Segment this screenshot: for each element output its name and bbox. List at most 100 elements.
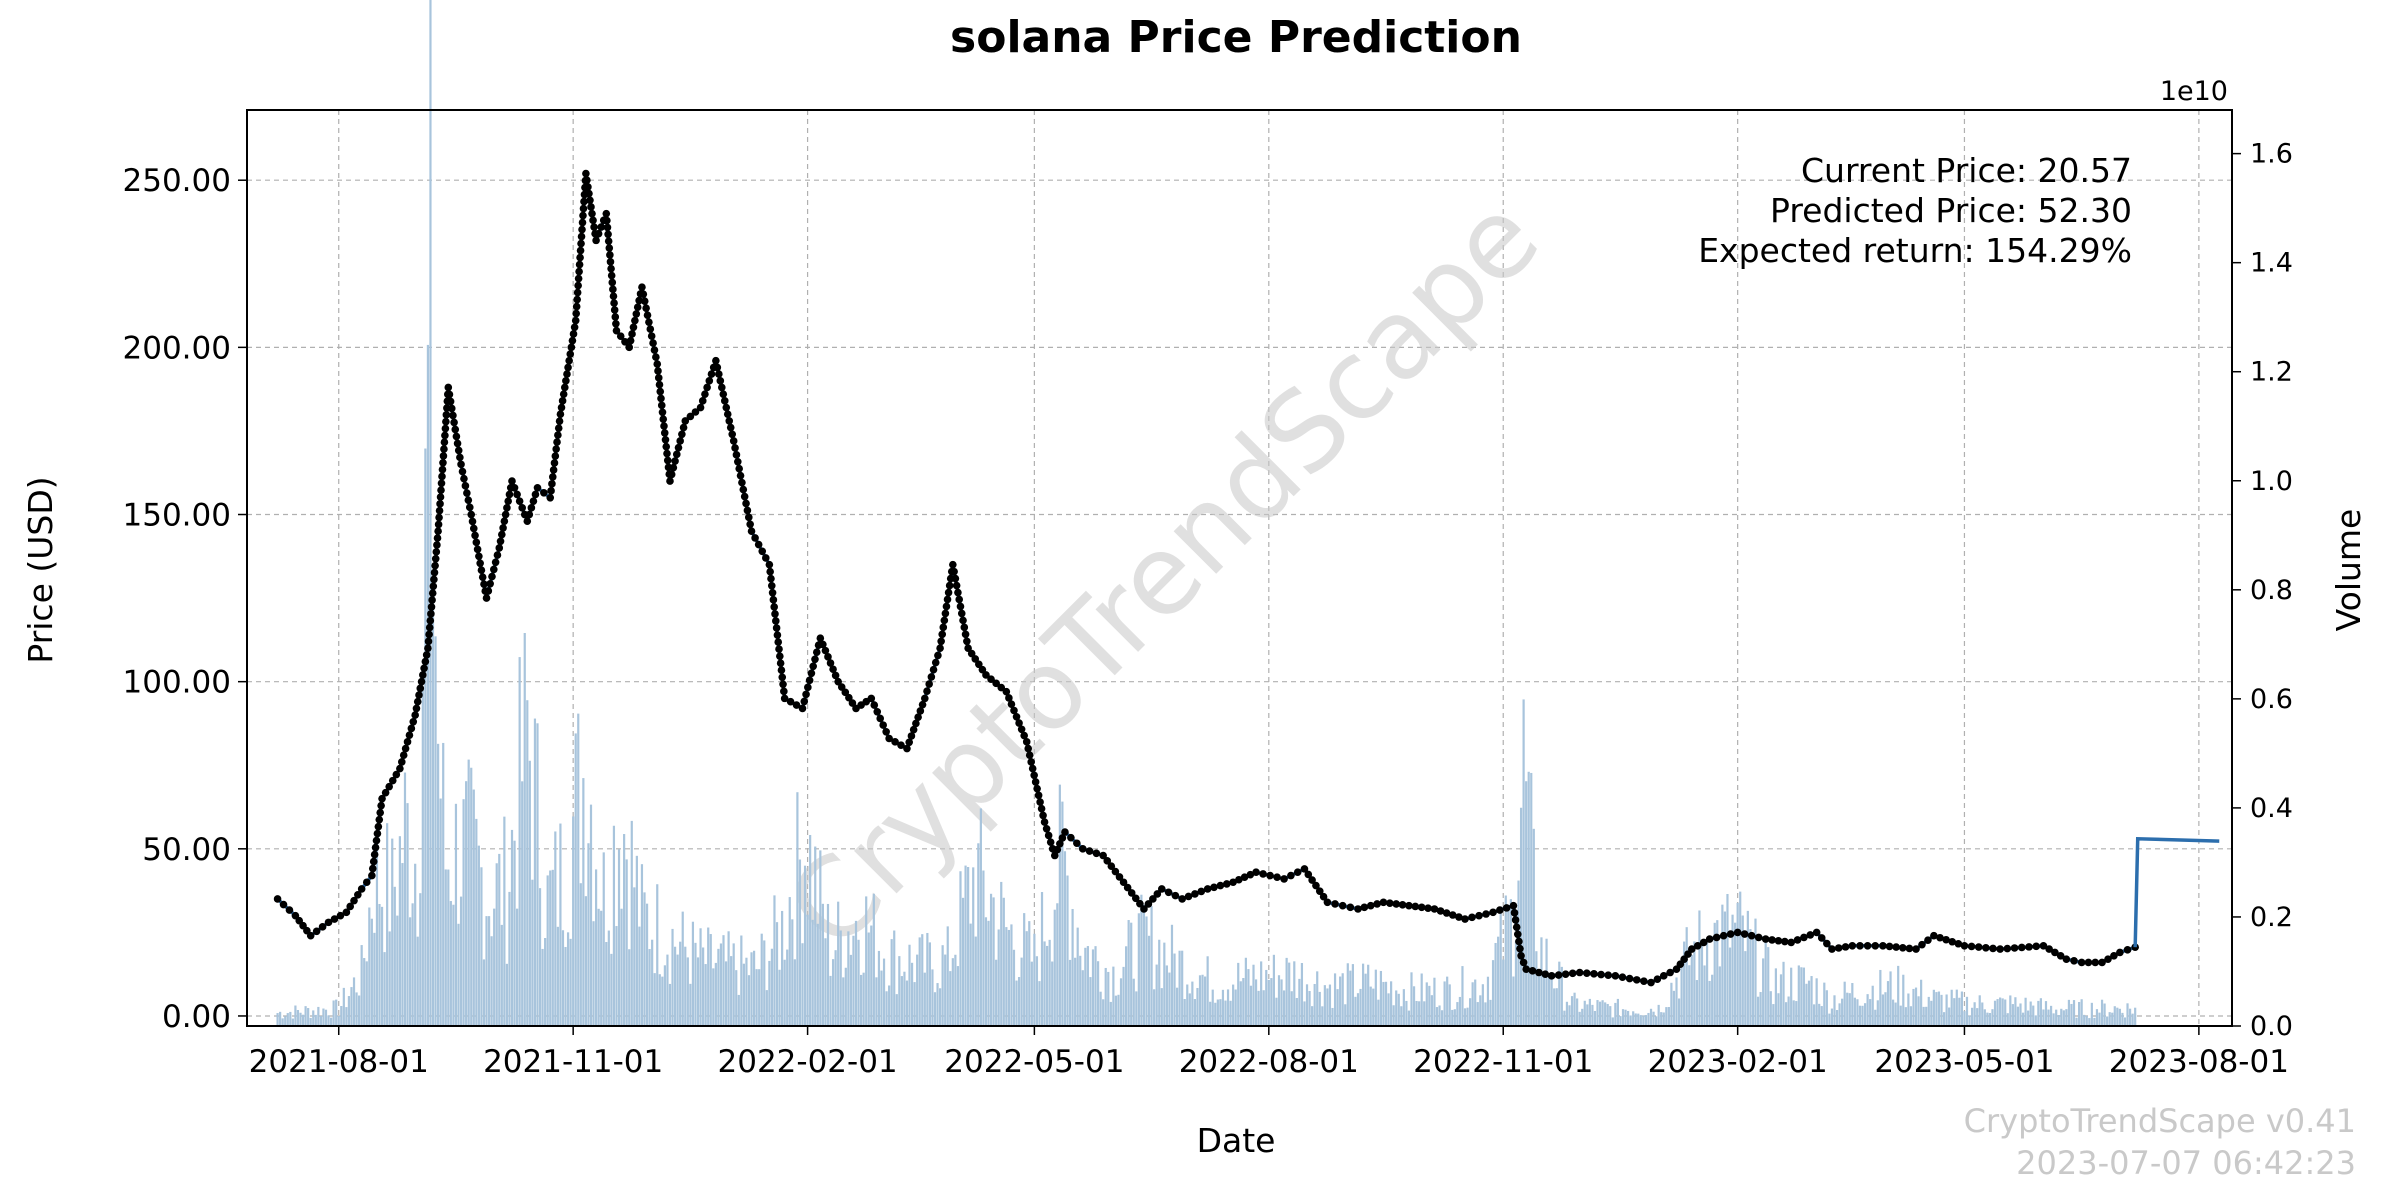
price-point [804, 683, 812, 692]
volume-bar [1749, 929, 1752, 1026]
volume-bar [1458, 996, 1462, 1026]
volume-bar [1764, 941, 1767, 1026]
price-point [415, 691, 423, 699]
volume-bar [1835, 1010, 1839, 1026]
volume-bar [640, 864, 644, 1026]
volume-bar [1716, 920, 1719, 1026]
volume-bar [1000, 881, 1003, 1026]
volume-bar [681, 911, 684, 1026]
price-point [945, 581, 954, 590]
price-point [571, 316, 580, 325]
volume-bar [1382, 981, 1385, 1026]
volume-bar [554, 831, 557, 1026]
x-axis: 2021-08-01 2021-11-01 2022-02-01 2022-05-01… [249, 1026, 2289, 1080]
volume-bar [1976, 1008, 1979, 1026]
volume-bar [1917, 996, 1920, 1026]
volume-bar [1051, 961, 1054, 1026]
price-point [663, 449, 671, 458]
volume-bar [1886, 981, 1890, 1026]
volume-bar [1576, 998, 1579, 1026]
price-point [2039, 941, 2048, 950]
volume-bar [783, 959, 786, 1026]
volume-bar [1759, 992, 1762, 1026]
volume-bar [1443, 981, 1446, 1026]
price-point [579, 211, 587, 220]
volume-bar [559, 823, 562, 1026]
price-point [705, 376, 714, 385]
volume-bar [289, 1011, 292, 1026]
volume-bar [1688, 965, 1691, 1026]
price-point [992, 679, 1000, 688]
price-point [1259, 870, 1267, 878]
volume-bar [1705, 940, 1709, 1026]
volume-bar [900, 976, 903, 1026]
volume-bar [1797, 965, 1800, 1026]
price-point [1203, 885, 1212, 893]
price-point [573, 288, 582, 297]
price-point [490, 565, 498, 574]
volume-bar [1639, 1015, 1642, 1026]
price-point [921, 694, 929, 703]
volume-bar [1525, 781, 1528, 1026]
price-point [529, 497, 538, 505]
volume-bar [383, 952, 386, 1026]
price-point [1541, 970, 1550, 978]
volume-bar [826, 903, 830, 1026]
price-point [955, 595, 964, 604]
volume-bar [421, 687, 424, 1026]
price-point [2070, 957, 2078, 965]
price-point [1323, 898, 1332, 907]
price-point [553, 438, 561, 446]
price-point [1042, 824, 1051, 833]
price-point [725, 417, 734, 425]
price-point [1513, 930, 1522, 939]
price-point [1468, 913, 1476, 922]
price-point [1002, 687, 1011, 696]
volume-bar [1739, 891, 1742, 1026]
price-point [1761, 935, 1770, 943]
price-point [1817, 934, 1826, 942]
price-point [762, 554, 770, 562]
volume-bar [880, 970, 883, 1026]
volume-bar [1540, 937, 1543, 1026]
price-point [743, 506, 752, 515]
price-point [1040, 818, 1049, 826]
price-point [273, 895, 282, 903]
price-point [707, 370, 716, 378]
volume-bar [987, 920, 990, 1026]
volume-bar [1609, 1006, 1612, 1026]
volume-bar [918, 937, 921, 1026]
volume-bar [1420, 973, 1423, 1026]
price-point [656, 387, 665, 396]
volume-bar [1140, 894, 1143, 1026]
price-point [385, 782, 393, 791]
price-point [442, 417, 450, 426]
volume-bar [1415, 1000, 1418, 1026]
volume-bar [1693, 941, 1696, 1026]
price-point [533, 483, 542, 492]
price-point [508, 477, 516, 485]
price-point [431, 554, 440, 563]
volume-bar [1879, 969, 1882, 1026]
volume-bar [1372, 988, 1375, 1026]
volume-bar [459, 896, 463, 1026]
price-point [642, 304, 650, 312]
volume-bar [1721, 904, 1724, 1026]
price-point [1475, 911, 1483, 920]
price-point [421, 657, 430, 666]
price-point [941, 609, 950, 618]
volume-bar [449, 901, 452, 1026]
price-point [698, 397, 707, 405]
volume-bar [564, 946, 567, 1026]
price-point [686, 412, 695, 421]
volume-bar [946, 926, 949, 1026]
price-point [578, 218, 587, 227]
x-tick-label: 2023-05-01 [1874, 1044, 2054, 1080]
price-point [397, 758, 406, 766]
volume-bar [1601, 1000, 1604, 1026]
grid [247, 110, 2232, 1026]
price-point [471, 531, 479, 540]
volume-bar [1063, 851, 1067, 1026]
volume-bar [1344, 1004, 1347, 1026]
volume-bar [536, 723, 539, 1026]
